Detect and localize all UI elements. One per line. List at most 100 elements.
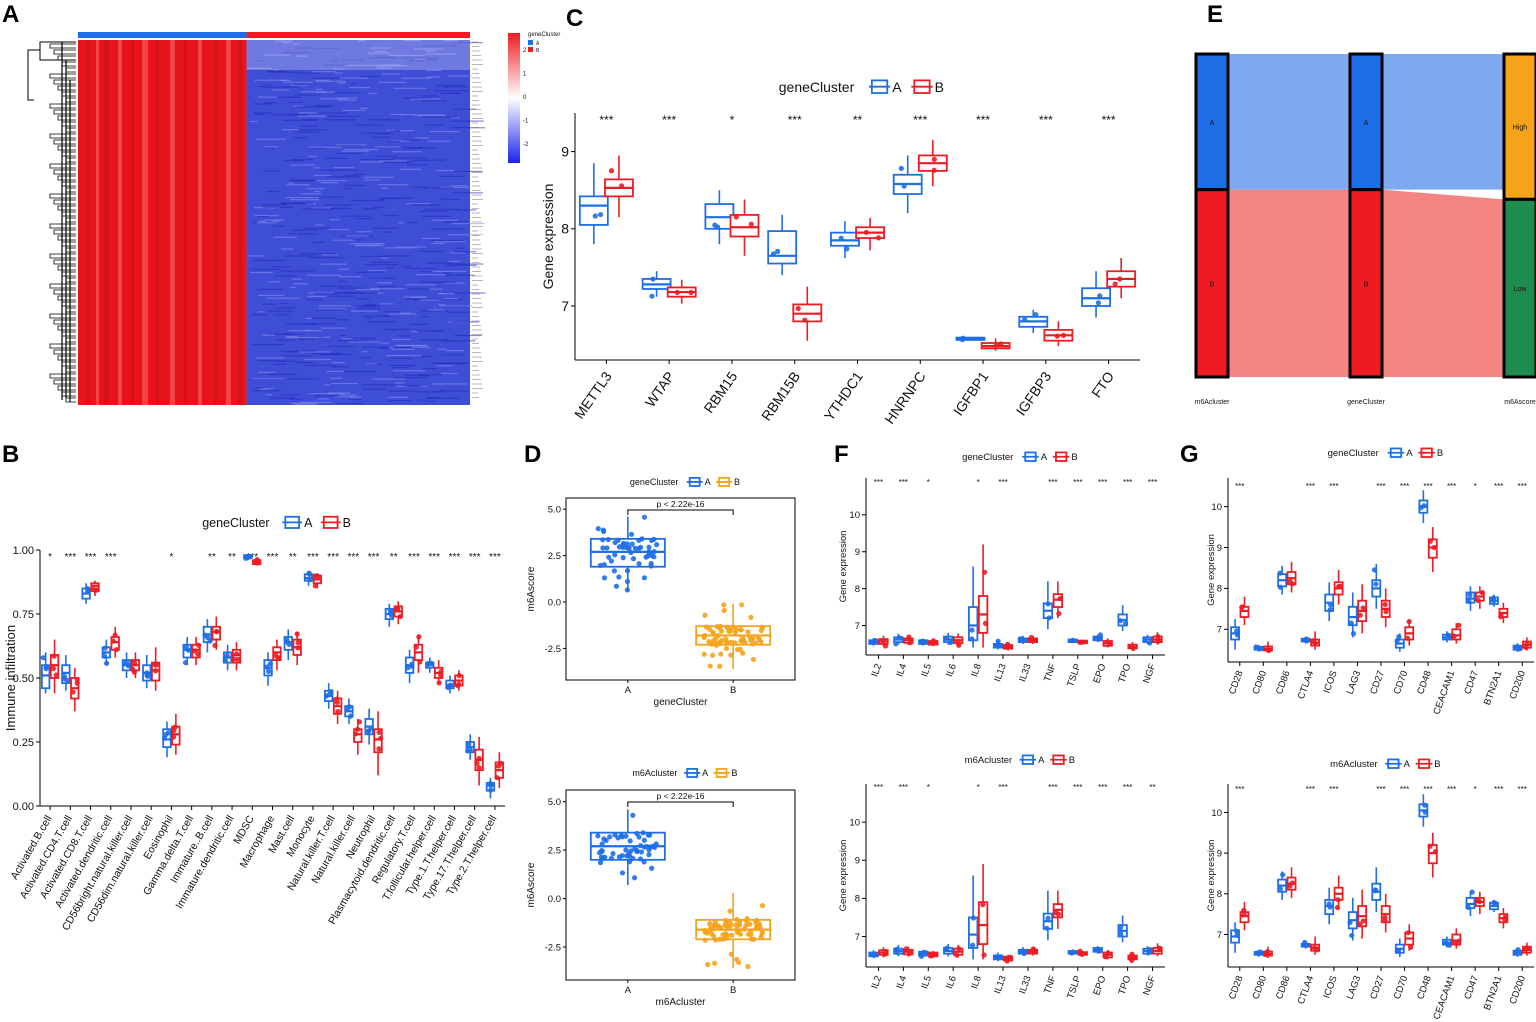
heatmap-texture <box>386 129 396 131</box>
heatmap-texture <box>376 65 410 67</box>
y-tick-label: 10 <box>1211 502 1222 513</box>
heatmap-texture <box>392 151 422 153</box>
box-point <box>1112 281 1118 287</box>
box-point <box>438 672 444 678</box>
heatmap-texture <box>390 113 404 116</box>
dendrogram-branch <box>49 343 76 349</box>
heatmap-texture <box>283 52 313 54</box>
box-point <box>1117 276 1123 282</box>
box-point <box>376 746 382 752</box>
heatmap-texture <box>451 185 469 187</box>
box-point <box>600 537 606 543</box>
heatmap-texture <box>377 292 384 294</box>
heatmap-texture <box>329 295 354 297</box>
dendrogram-branch <box>57 55 76 61</box>
significance-label: * <box>977 478 980 487</box>
x-tick-label: NGF <box>1141 662 1158 685</box>
x-tick-label: B <box>730 685 736 696</box>
significance-label: * <box>730 113 735 127</box>
heatmap-texture <box>257 311 265 313</box>
significance-label: *** <box>874 478 883 487</box>
box-point <box>759 930 765 936</box>
heatmap-texture <box>395 385 408 387</box>
box-point <box>112 632 118 638</box>
box-point <box>1060 332 1067 338</box>
box-point <box>1069 949 1075 955</box>
x-tick-label: CD48 <box>1415 974 1434 1001</box>
dendrogram-branch <box>49 373 76 379</box>
x-tick-label: FTO <box>1088 368 1117 400</box>
box-point <box>1266 647 1272 653</box>
heatmap-texture <box>431 219 459 221</box>
box-point <box>882 951 888 957</box>
x-tick-label: METTL3 <box>571 368 615 421</box>
box-point <box>711 960 718 966</box>
box-point <box>1033 312 1039 318</box>
heatmap-texture <box>266 297 300 299</box>
heatmap-texture <box>408 147 437 149</box>
box-point <box>709 931 715 937</box>
heatmap-texture <box>250 378 285 380</box>
legend-entry: A <box>304 516 313 530</box>
heatmap-texture <box>295 81 313 84</box>
heatmap-texture <box>432 383 467 385</box>
box-point <box>707 663 713 669</box>
heatmap-texture <box>453 292 486 294</box>
box-point <box>328 688 334 695</box>
heatmap-texture <box>294 94 321 96</box>
heatmap-texture <box>256 60 265 62</box>
heatmap-texture <box>453 108 477 110</box>
legend-title: geneCluster <box>779 79 855 95</box>
legend-title: m6Acluster <box>1330 759 1378 770</box>
heatmap-texture <box>383 311 402 313</box>
dendrogram-branch <box>65 307 76 313</box>
significance-label: *** <box>1518 482 1527 491</box>
significance-label: *** <box>899 783 908 792</box>
box-point <box>641 514 648 520</box>
box-point <box>1502 916 1508 922</box>
heatmap-texture <box>362 208 378 210</box>
heatmap-texture <box>333 115 361 118</box>
heatmap-texture <box>426 397 460 399</box>
box-point <box>1498 614 1504 620</box>
box-point <box>654 542 660 548</box>
heatmap-texture <box>293 403 319 405</box>
dendrogram-branch <box>65 277 76 283</box>
heatmap-texture <box>309 256 343 259</box>
box-body <box>967 606 979 642</box>
box-point <box>1304 638 1310 644</box>
legend-entry: A <box>1404 759 1411 770</box>
heatmap-texture <box>350 83 358 85</box>
heatmap-texture <box>273 363 287 366</box>
box-point <box>616 544 623 550</box>
significance-label: * <box>169 552 173 563</box>
heatmap-texture <box>293 105 304 107</box>
heatmap-texture <box>369 277 396 279</box>
heatmap-texture <box>421 281 456 283</box>
x-tick-label: TSLP <box>1065 974 1083 1000</box>
box-point <box>264 664 270 670</box>
heatmap-texture <box>249 268 281 270</box>
heatmap-texture <box>281 129 299 131</box>
significance-label: *** <box>1447 482 1456 491</box>
heatmap-texture <box>313 167 321 169</box>
heatmap-texture <box>328 169 359 171</box>
significance-label: *** <box>469 552 481 563</box>
heatmap-texture <box>403 384 427 387</box>
y-tick-label: 8 <box>855 584 860 595</box>
box-point <box>755 925 761 931</box>
heatmap-texture <box>378 347 389 349</box>
heatmap-texture <box>413 299 422 301</box>
heatmap-texture <box>366 321 397 323</box>
box-point <box>235 656 241 662</box>
heatmap-texture <box>393 87 427 89</box>
heatmap-texture <box>355 173 366 176</box>
heatmap-texture <box>378 160 408 162</box>
panel-g-m6acluster-checkpoints: 7 8 9 10 Gene expression CD28 *** CD80 CD86 CTLA4… <box>1206 758 1534 1021</box>
heatmap-texture <box>350 199 386 202</box>
heatmap-texture <box>381 73 401 75</box>
box-point <box>355 726 361 732</box>
heatmap-texture <box>385 354 422 357</box>
x-tick-label: IL5 <box>919 974 934 990</box>
